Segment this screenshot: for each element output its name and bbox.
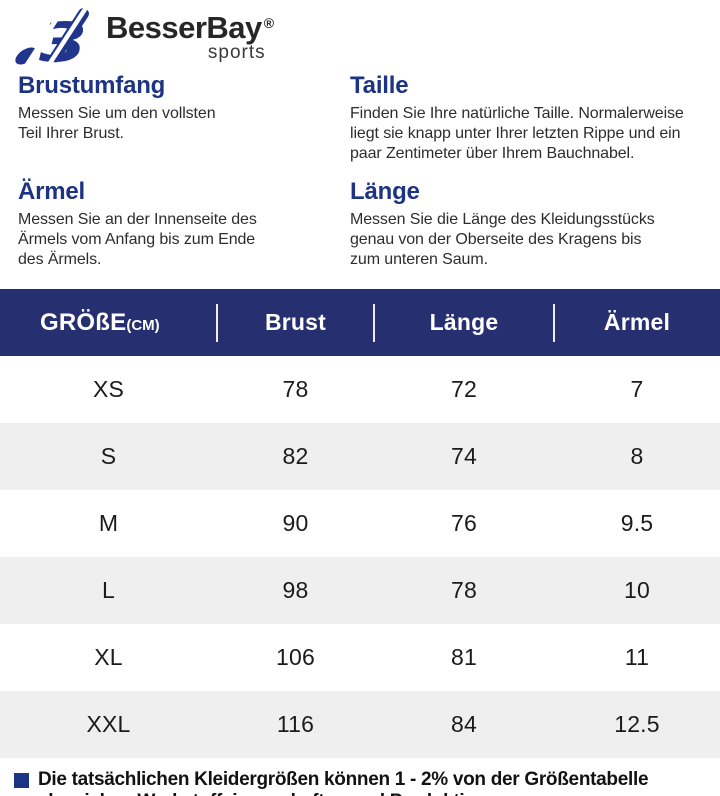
size-table: GRÖßE(CM) Brust Länge Ärmel XS 78 72 7 S… — [0, 289, 720, 758]
brust-cell: 116 — [276, 711, 315, 737]
brand-header: 3 BesserBay® sports — [0, 0, 720, 66]
aermel-cell: 11 — [624, 644, 650, 670]
aermel-cell: 7 — [630, 376, 644, 402]
aermel-cell: 12.5 — [614, 711, 660, 737]
size-cell: L — [102, 577, 115, 603]
laenge-cell: 74 — [451, 443, 477, 469]
brust-cell: 106 — [276, 644, 315, 670]
table-row: M 90 76 9.5 — [0, 490, 720, 557]
aermel-cell: 10 — [624, 577, 650, 603]
table-row: L 98 78 10 — [0, 557, 720, 624]
size-cell: XXL — [86, 711, 131, 737]
header-brust-column: Brust — [217, 309, 374, 336]
section-body: Messen Sie die Länge des Kleidungsstücks… — [350, 211, 655, 268]
footnote: Die tatsächlichen Kleidergrößen können 1… — [0, 758, 720, 796]
size-cell: M — [98, 510, 119, 536]
laenge-cell: 84 — [451, 711, 477, 737]
section-body: Messen Sie um den vollsten Teil Ihrer Br… — [18, 105, 216, 142]
table-header-row: GRÖßE(CM) Brust Länge Ärmel — [0, 289, 720, 356]
laenge-cell: 78 — [451, 577, 477, 603]
besserbay-logo-icon: 3 — [15, 8, 89, 66]
aermel-cell: 9.5 — [620, 510, 654, 536]
aermel-cell: 8 — [630, 443, 644, 469]
brust-cell: 98 — [282, 577, 309, 603]
brust-cell: 90 — [282, 510, 309, 536]
footnote-text: Die tatsächlichen Kleidergrößen können 1… — [38, 769, 649, 796]
brand-text: BesserBay ® sports — [106, 6, 274, 63]
brand-name: BesserBay ® — [106, 6, 274, 45]
section-brustumfang: Brustumfang Messen Sie um den vollsten T… — [18, 68, 350, 164]
section-body: Finden Sie Ihre natürliche Taille. Norma… — [350, 105, 684, 162]
laenge-cell: 72 — [451, 376, 477, 402]
section-title: Ärmel — [18, 178, 86, 205]
laenge-cell: 76 — [451, 510, 477, 536]
table-row: XL 106 81 11 — [0, 624, 720, 691]
section-taille: Taille Finden Sie Ihre natürliche Taille… — [350, 68, 710, 164]
header-size-label: GRÖßE — [40, 308, 127, 336]
section-aermel: Ärmel Messen Sie an der Innenseite des Ä… — [18, 174, 350, 270]
size-cell: S — [100, 443, 117, 469]
header-size-unit: (CM) — [126, 316, 160, 334]
section-body: Messen Sie an der Innenseite des Ärmels … — [18, 211, 257, 268]
table-row: XXL 116 84 12.5 — [0, 691, 720, 758]
laenge-cell: 81 — [451, 644, 477, 670]
header-aermel-column: Ärmel — [603, 309, 671, 335]
size-cell: XS — [92, 376, 125, 402]
section-title: Taille — [350, 72, 409, 99]
section-title: Länge — [350, 178, 420, 205]
brand-tagline: sports — [207, 42, 266, 63]
size-cell: XL — [94, 644, 123, 670]
table-body: XS 78 72 7 S 82 74 8 M 90 76 9.5 L 98 78 — [0, 356, 720, 758]
registered-trademark-symbol: ® — [263, 15, 274, 31]
brand-name-label: BesserBay — [106, 10, 262, 45]
brust-cell: 82 — [282, 443, 309, 469]
section-title: Brustumfang — [18, 72, 166, 99]
header-laenge-column: Länge — [374, 309, 554, 336]
section-laenge: Länge Messen Sie die Länge des Kleidungs… — [350, 174, 710, 270]
header-size-column: GRÖßE(CM) — [0, 309, 217, 337]
square-bullet-icon — [14, 773, 29, 788]
table-row: XS 78 72 7 — [0, 356, 720, 423]
table-row: S 82 74 8 — [0, 423, 720, 490]
measurement-info-grid: Brustumfang Messen Sie um den vollsten T… — [0, 66, 720, 280]
brust-cell: 78 — [282, 376, 309, 402]
